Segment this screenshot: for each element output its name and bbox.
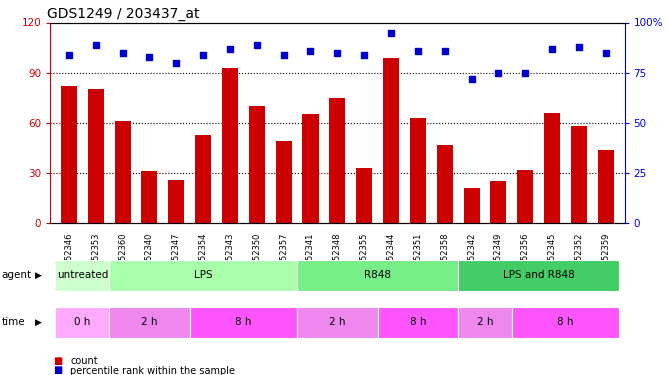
Point xyxy=(224,46,235,52)
Point xyxy=(546,46,557,52)
Point xyxy=(413,48,424,54)
Bar xyxy=(356,168,372,223)
Point xyxy=(63,52,74,58)
Text: 0 h: 0 h xyxy=(74,317,90,327)
Bar xyxy=(329,98,345,223)
Bar xyxy=(142,171,158,223)
Point xyxy=(305,48,316,54)
Point xyxy=(279,52,289,58)
Bar xyxy=(517,170,533,223)
Point xyxy=(601,50,611,55)
Bar xyxy=(437,144,453,223)
Bar xyxy=(109,307,190,338)
Bar xyxy=(464,188,480,223)
Point xyxy=(251,42,262,48)
Text: 2 h: 2 h xyxy=(141,317,158,327)
Point xyxy=(520,70,530,76)
Bar xyxy=(114,121,131,223)
Text: ■: ■ xyxy=(53,366,63,375)
Text: R848: R848 xyxy=(364,270,391,280)
Point xyxy=(385,30,396,36)
Bar xyxy=(55,260,109,291)
Bar xyxy=(303,114,319,223)
Text: count: count xyxy=(70,356,98,366)
Point xyxy=(118,50,128,55)
Bar xyxy=(190,307,297,338)
Text: ▶: ▶ xyxy=(35,271,41,280)
Bar xyxy=(276,141,292,223)
Bar xyxy=(222,68,238,223)
Point xyxy=(90,42,101,48)
Point xyxy=(171,60,182,66)
Bar xyxy=(55,307,109,338)
Point xyxy=(332,50,343,55)
Text: 2 h: 2 h xyxy=(477,317,493,327)
Bar xyxy=(297,307,377,338)
Text: untreated: untreated xyxy=(57,270,108,280)
Text: LPS and R848: LPS and R848 xyxy=(503,270,574,280)
Point xyxy=(144,54,155,60)
Bar xyxy=(195,135,211,223)
Bar xyxy=(490,182,506,223)
Text: 8 h: 8 h xyxy=(235,317,252,327)
Text: percentile rank within the sample: percentile rank within the sample xyxy=(70,366,235,375)
Bar xyxy=(598,150,614,223)
Bar xyxy=(458,307,512,338)
Bar xyxy=(377,307,458,338)
Bar xyxy=(383,58,399,223)
Text: 8 h: 8 h xyxy=(409,317,426,327)
Point xyxy=(574,44,584,50)
Text: time: time xyxy=(1,317,25,327)
Text: 2 h: 2 h xyxy=(329,317,345,327)
Text: ▶: ▶ xyxy=(35,318,41,327)
Text: agent: agent xyxy=(1,270,31,280)
Point xyxy=(466,76,477,82)
Text: LPS: LPS xyxy=(194,270,212,280)
Bar xyxy=(297,260,458,291)
Point xyxy=(440,48,450,54)
Bar xyxy=(109,260,297,291)
Bar xyxy=(248,106,265,223)
Bar xyxy=(458,260,619,291)
Text: GDS1249 / 203437_at: GDS1249 / 203437_at xyxy=(47,8,200,21)
Text: ■: ■ xyxy=(53,356,63,366)
Bar xyxy=(88,89,104,223)
Bar xyxy=(410,118,426,223)
Bar xyxy=(544,113,560,223)
Point xyxy=(359,52,369,58)
Point xyxy=(198,52,208,58)
Bar xyxy=(571,126,587,223)
Bar xyxy=(168,180,184,223)
Bar xyxy=(512,307,619,338)
Bar xyxy=(61,86,77,223)
Point xyxy=(493,70,504,76)
Text: 8 h: 8 h xyxy=(557,317,574,327)
